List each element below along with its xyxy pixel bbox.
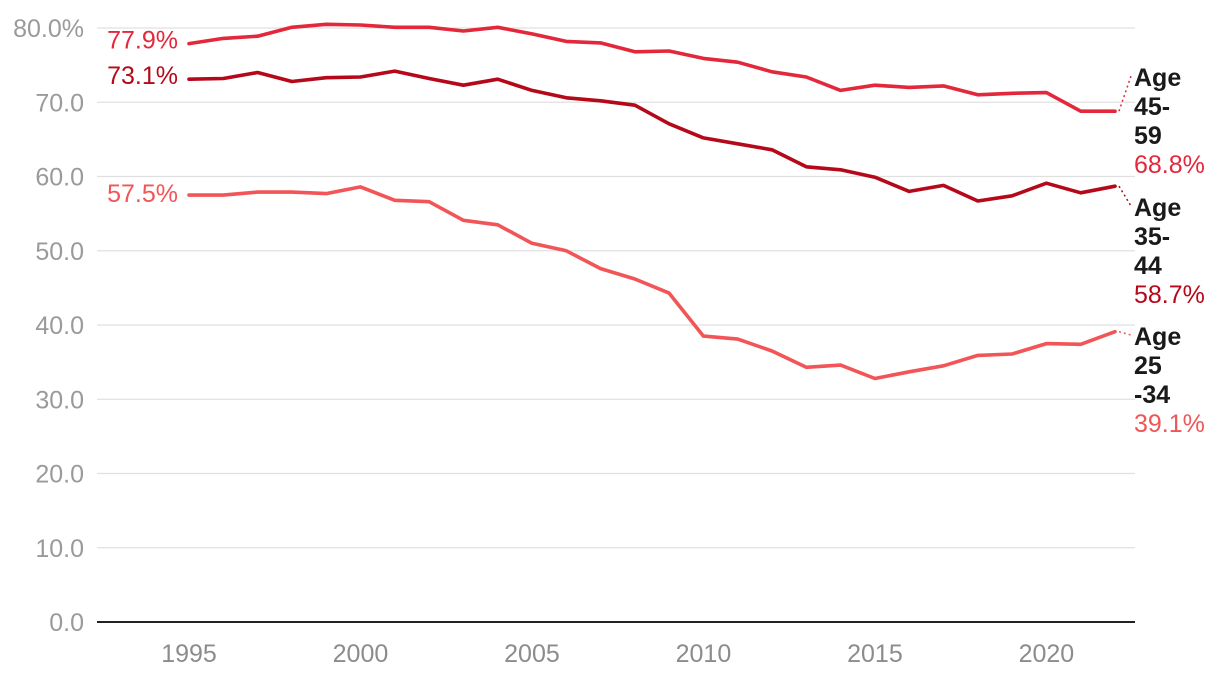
series-name-label: 59 [1134, 122, 1162, 150]
series-line-0 [187, 22, 1117, 113]
x-tick-label: 2005 [504, 640, 560, 668]
x-tick-label: 2010 [676, 640, 732, 668]
y-tick-label: 10.0 [35, 535, 84, 563]
series-labels: 77.9%73.1%57.5%Age45-5968.8%Age35-4458.7… [107, 27, 1205, 438]
series-name-label: 44 [1134, 252, 1162, 280]
series-name-label: -34 [1134, 381, 1170, 409]
series-start-label: 57.5% [107, 180, 178, 208]
series-name-label: Age [1134, 194, 1181, 222]
y-axis-ticks: 0.0 10.0 20.0 30.0 40.0 50.0 60.0 70.0 80.0% [13, 15, 84, 637]
series-name-label: Age [1134, 64, 1181, 92]
series-leader-line [1118, 75, 1132, 112]
y-tick-label: 30.0 [35, 386, 84, 414]
series-leader-line [1118, 185, 1132, 207]
series-line-2 [187, 185, 1117, 381]
series-name-label: 25 [1134, 352, 1162, 380]
x-tick-label: 2015 [847, 640, 903, 668]
x-tick-label: 2020 [1019, 640, 1075, 668]
x-axis-ticks: 1995 2000 2005 2010 2015 2020 [161, 640, 1074, 668]
y-tick-label: 0.0 [49, 609, 84, 637]
series-end-label: 58.7% [1134, 281, 1205, 309]
y-tick-label: 80.0% [13, 15, 84, 43]
y-tick-label: 60.0 [35, 164, 84, 192]
x-tick-label: 1995 [161, 640, 217, 668]
y-tick-label: 50.0 [35, 238, 84, 266]
x-tick-label: 2000 [333, 640, 389, 668]
series-start-label: 77.9% [107, 27, 178, 55]
series-name-label: Age [1134, 323, 1181, 351]
series-lines [187, 22, 1117, 381]
series-end-label: 68.8% [1134, 151, 1205, 179]
series-name-label: 35- [1134, 223, 1170, 251]
series-leader-line [1118, 330, 1132, 336]
series-start-label: 73.1% [107, 62, 178, 90]
gridlines [97, 27, 1135, 623]
series-line-1 [187, 69, 1117, 203]
series-name-label: 45- [1134, 93, 1170, 121]
y-tick-label: 70.0 [35, 89, 84, 117]
y-tick-label: 20.0 [35, 461, 84, 489]
y-tick-label: 40.0 [35, 312, 84, 340]
series-end-label: 39.1% [1134, 410, 1205, 438]
